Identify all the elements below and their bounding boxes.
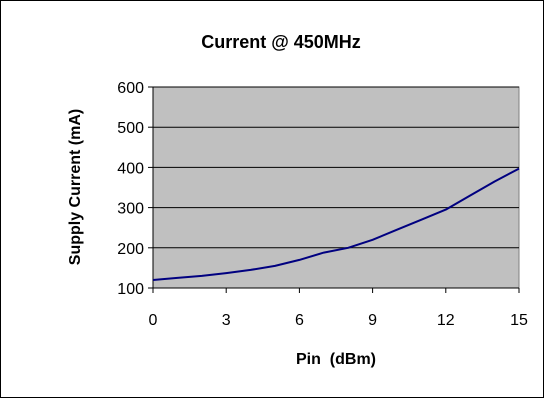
y-tick-label: 300 (117, 201, 144, 218)
x-tick-label: 6 (295, 312, 304, 329)
y-tick-label: 200 (117, 241, 144, 258)
y-tick-label: 100 (117, 281, 144, 298)
gridlines (153, 86, 519, 249)
y-tick-labels: 100 200 300 400 500 600 (117, 80, 153, 298)
x-tick-label: 0 (149, 312, 158, 329)
plot-area (152, 86, 520, 289)
y-axis-title: Supply Current (mA) (67, 109, 84, 265)
x-tick-label: 15 (510, 312, 528, 329)
series-group (152, 167, 520, 281)
x-tick-labels: 0 3 6 9 12 15 (149, 288, 528, 329)
x-tick-label: 3 (222, 312, 231, 329)
y-tick-label: 500 (117, 120, 144, 137)
y-tick-label: 400 (117, 160, 144, 177)
axes (152, 87, 519, 289)
y-tick-label: 600 (117, 80, 144, 97)
chart-title: Current @ 450MHz (201, 32, 361, 52)
x-tick-label: 12 (437, 312, 455, 329)
x-tick-label: 9 (368, 312, 377, 329)
series-line (152, 167, 520, 281)
x-axis-title: Pin (dBm) (296, 351, 376, 368)
